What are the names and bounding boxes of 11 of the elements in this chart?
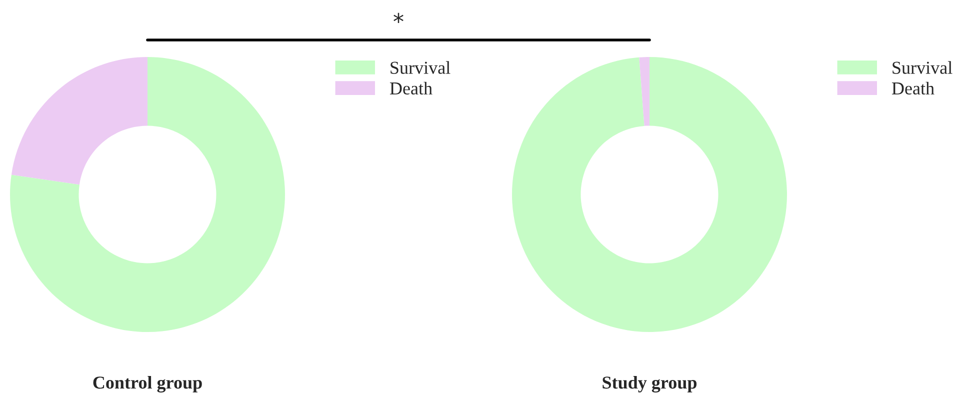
donut-slice [11,57,148,185]
donut-slice [512,57,787,332]
text: Control group [93,376,202,393]
legend-label: Death [892,82,934,95]
legend-label: Survival [390,61,450,74]
donut-slice [10,57,285,332]
legend-label: Death [390,82,432,95]
donut-slice [639,57,650,126]
text: * [394,12,404,23]
legend-label: Survival [892,61,952,74]
text: Study group [602,376,697,393]
